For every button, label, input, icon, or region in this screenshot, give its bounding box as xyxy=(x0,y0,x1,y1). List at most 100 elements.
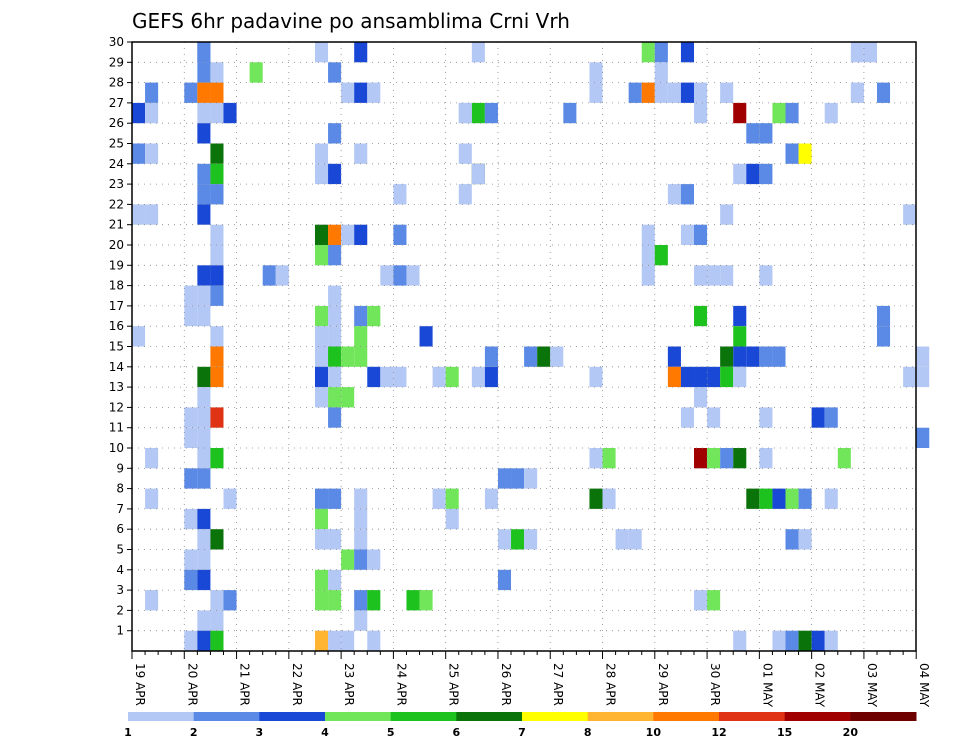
heatmap-cell xyxy=(667,346,681,367)
heatmap-cell xyxy=(733,448,747,469)
heatmap-cell xyxy=(707,448,721,469)
y-tick-label: 16 xyxy=(109,319,124,333)
x-tick-label: 19 APR xyxy=(133,663,147,706)
heatmap-cell xyxy=(328,285,342,306)
heatmap-cell xyxy=(197,468,211,489)
heatmap-cell xyxy=(145,102,159,124)
heatmap-cell xyxy=(328,590,342,611)
heatmap-cell xyxy=(667,184,681,205)
heatmap-cell xyxy=(720,265,734,286)
heatmap-cell xyxy=(197,285,211,306)
heatmap-cell xyxy=(419,326,433,347)
heatmap-cell xyxy=(772,346,786,367)
heatmap-cell xyxy=(484,346,498,367)
heatmap-cell xyxy=(811,407,825,428)
heatmap-cell xyxy=(654,82,668,103)
heatmap-cell xyxy=(197,448,211,469)
x-tick-label: 04 MAY xyxy=(917,663,931,708)
heatmap-cell xyxy=(798,488,812,509)
heatmap-cell xyxy=(458,143,472,164)
y-tick-label: 20 xyxy=(109,238,124,252)
heatmap-cell xyxy=(720,204,734,225)
colorbar-swatch xyxy=(390,712,457,721)
heatmap-cell xyxy=(341,224,355,245)
heatmap-cell xyxy=(354,346,368,367)
heatmap-cell xyxy=(197,549,211,570)
heatmap-cell xyxy=(589,488,603,509)
heatmap-cell xyxy=(184,508,198,530)
heatmap-cell xyxy=(798,529,812,550)
heatmap-cell xyxy=(210,62,224,83)
heatmap-cell xyxy=(328,62,342,83)
heatmap-cell xyxy=(184,427,198,448)
colorbar-swatch xyxy=(850,712,917,721)
heatmap-cell xyxy=(184,82,198,103)
heatmap-cell xyxy=(354,305,368,327)
heatmap-cell xyxy=(471,102,485,124)
heatmap-cell xyxy=(445,366,459,388)
y-tick-label: 15 xyxy=(109,340,124,354)
heatmap-cell xyxy=(132,102,146,124)
colorbar-swatch xyxy=(653,712,720,721)
colorbar-label: 12 xyxy=(711,726,726,739)
heatmap-cell xyxy=(197,82,211,103)
heatmap-cell xyxy=(354,529,368,550)
heatmap-cell xyxy=(733,305,747,327)
heatmap-cell xyxy=(654,62,668,83)
heatmap-cell xyxy=(445,508,459,530)
y-tick-label: 28 xyxy=(109,76,124,90)
y-tick-label: 24 xyxy=(109,157,124,171)
heatmap-cell xyxy=(876,326,891,347)
x-tick-label: 27 APR xyxy=(551,663,565,706)
heatmap-cell xyxy=(707,265,721,286)
heatmap-cell xyxy=(328,245,342,266)
heatmap-cell xyxy=(694,387,708,408)
heatmap-cell xyxy=(328,224,342,245)
y-tick-label: 9 xyxy=(116,461,124,475)
heatmap-cell xyxy=(354,549,368,570)
heatmap-cell xyxy=(393,366,407,388)
heatmap-cell xyxy=(615,529,629,550)
heatmap-cell xyxy=(341,346,355,367)
heatmap-cell xyxy=(354,143,368,164)
x-tick-label: 22 APR xyxy=(290,663,304,706)
y-tick-label: 18 xyxy=(109,279,124,293)
heatmap-cell xyxy=(197,630,211,651)
heatmap-cell xyxy=(720,366,734,388)
heatmap-cell xyxy=(328,366,342,388)
heatmap-cell xyxy=(328,163,342,185)
y-tick-label: 30 xyxy=(109,35,124,49)
colorbar-swatch xyxy=(719,712,786,721)
heatmap-cell xyxy=(759,123,773,144)
heatmap-cell xyxy=(824,102,838,124)
heatmap-cell xyxy=(314,224,329,245)
heatmap-cell xyxy=(759,448,773,469)
heatmap-cell xyxy=(759,163,773,185)
heatmap-cell xyxy=(314,630,329,651)
heatmap-cell xyxy=(837,448,851,469)
x-tick-label: 29 APR xyxy=(656,663,670,706)
heatmap-cell xyxy=(132,143,146,164)
y-tick-label: 22 xyxy=(109,197,124,211)
heatmap-cell xyxy=(328,305,342,327)
heatmap-cell xyxy=(210,102,224,124)
heatmap-cell xyxy=(694,305,708,327)
heatmap-cell xyxy=(824,488,838,509)
y-tick-label: 14 xyxy=(109,360,124,374)
heatmap-cell xyxy=(367,305,381,327)
heatmap-cell xyxy=(197,102,211,124)
heatmap-cell xyxy=(197,407,211,428)
heatmap-cell xyxy=(354,326,368,347)
heatmap-cell xyxy=(641,224,655,245)
heatmap-cell xyxy=(550,346,564,367)
y-tick-label: 29 xyxy=(109,55,124,69)
heatmap-cell xyxy=(694,366,708,388)
heatmap-cell xyxy=(798,630,812,651)
heatmap-cell xyxy=(354,610,368,631)
heatmap-cell xyxy=(328,346,342,367)
heatmap-cell xyxy=(197,204,211,225)
heatmap-cell xyxy=(197,569,211,591)
heatmap-cell xyxy=(680,184,695,205)
heatmap-cell xyxy=(628,82,642,103)
colorbar-swatch xyxy=(784,712,851,721)
